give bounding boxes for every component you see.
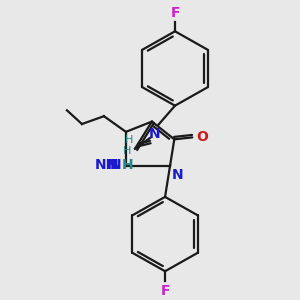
Text: N: N bbox=[109, 158, 121, 172]
Text: H: H bbox=[124, 135, 133, 145]
Text: H: H bbox=[123, 146, 131, 156]
Text: NH: NH bbox=[95, 158, 118, 172]
Text: N: N bbox=[149, 127, 161, 141]
Text: O: O bbox=[196, 130, 208, 144]
Text: N: N bbox=[172, 167, 184, 182]
Text: N: N bbox=[106, 158, 118, 172]
Text: F: F bbox=[160, 284, 170, 298]
Text: H: H bbox=[122, 158, 134, 172]
Text: F: F bbox=[170, 6, 180, 20]
